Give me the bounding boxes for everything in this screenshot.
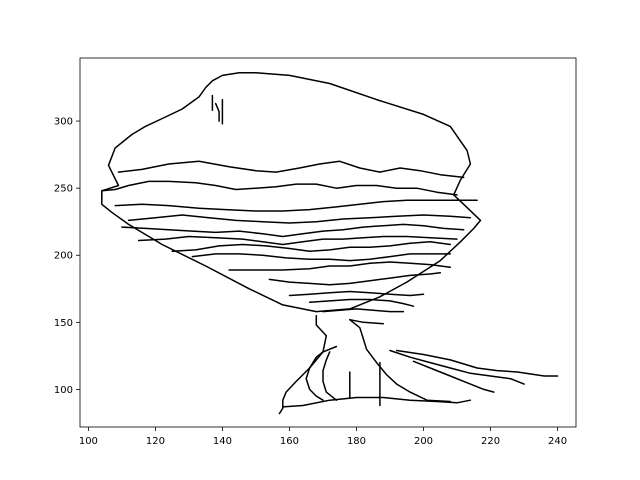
series-line-21 xyxy=(322,351,338,401)
series-line-7 xyxy=(137,235,458,246)
x-tick-label: 140 xyxy=(213,436,232,447)
series-line-25 xyxy=(214,102,220,122)
series-line-5 xyxy=(127,214,472,224)
series-line-20 xyxy=(305,345,338,401)
series-line-17 xyxy=(395,349,559,377)
series-line-11 xyxy=(268,271,442,286)
y-axis: 100 150 200 250 300 xyxy=(54,117,80,396)
x-tick-label: 120 xyxy=(146,436,165,447)
x-tick-label: 240 xyxy=(548,436,567,447)
x-tick-label: 200 xyxy=(414,436,433,447)
x-tick-label: 160 xyxy=(280,436,299,447)
series-line-16 xyxy=(278,314,328,415)
plot-frame xyxy=(79,57,577,428)
y-tick-label: 250 xyxy=(54,184,73,195)
series-line-6 xyxy=(121,223,465,238)
y-tick-label: 150 xyxy=(54,318,73,329)
series-line-8 xyxy=(171,241,452,252)
series-line-13 xyxy=(308,298,415,307)
series-line-9 xyxy=(191,253,452,262)
series-line-28 xyxy=(349,318,385,325)
series-line-19 xyxy=(412,360,495,393)
x-axis: 100 120 140 160 180 200 220 240 xyxy=(79,427,567,447)
y-tick-label: 200 xyxy=(54,251,73,262)
plot-traces xyxy=(101,72,559,415)
series-line-3 xyxy=(117,160,465,179)
x-tick-label: 100 xyxy=(79,436,98,447)
series-line-1 xyxy=(101,72,482,313)
series-line-10 xyxy=(228,261,452,271)
series-line-22 xyxy=(282,396,472,408)
series-line-18 xyxy=(389,349,525,385)
x-tick-label: 220 xyxy=(481,436,500,447)
series-line-12 xyxy=(288,290,425,297)
y-tick-label: 300 xyxy=(54,117,73,128)
x-tick-label: 180 xyxy=(347,436,366,447)
series-line-4 xyxy=(114,199,478,212)
y-tick-label: 100 xyxy=(54,385,73,396)
series-line-2 xyxy=(101,180,458,200)
series-line-15 xyxy=(349,318,452,403)
series-line-14 xyxy=(322,308,405,313)
